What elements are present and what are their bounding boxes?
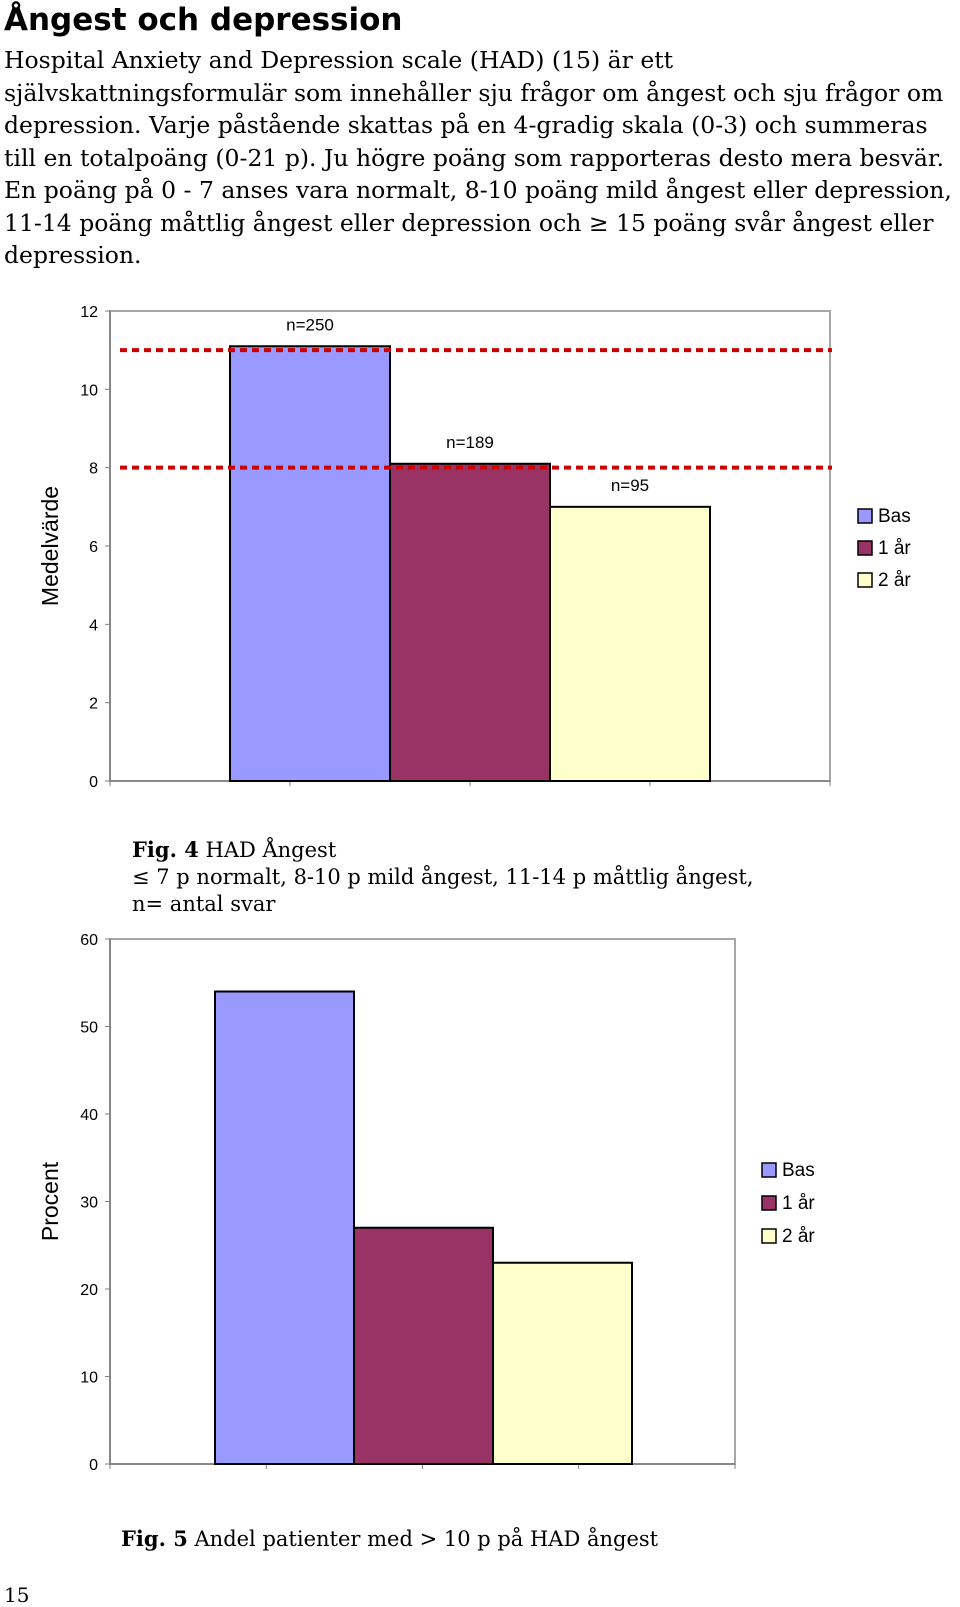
y-tick-label: 30 [80,1195,98,1212]
y-tick-label: 12 [80,304,98,321]
figure-4-caption: Fig. 4 HAD Ångest ≤ 7 p normalt, 8-10 p … [132,836,754,918]
figure-5-label: Fig. 5 [121,1526,188,1551]
data-label: n=250 [286,315,334,334]
legend-label: 1 år [878,538,911,559]
bar-2 [389,462,551,782]
legend-label: 2 år [878,570,911,591]
figure-4-caption-line2: ≤ 7 p normalt, 8-10 p mild ångest, 11-14… [132,865,754,889]
bar-1 [214,990,355,1465]
y-axis-title: Procent [37,1161,63,1241]
y-tick-label: 40 [80,1107,98,1124]
figure-4-title: HAD Ångest [205,838,337,862]
legend-swatch [857,508,873,524]
bar-3 [492,1261,633,1465]
y-tick-label: 0 [89,1457,98,1474]
legend-label: Bas [878,506,911,527]
y-tick-label: 10 [80,1370,98,1387]
figure-5-caption: Fig. 5 Andel patienter med > 10 p på HAD… [121,1525,658,1553]
chart-had-angest-percent: 0 10 20 30 40 50 60 Procent Bas 1 år 2 år [37,932,815,1474]
legend-label: 1 år [782,1193,815,1214]
y-tick-label: 10 [80,382,98,399]
y-tick-label: 4 [89,617,98,634]
legend-swatch [761,1228,777,1244]
legend-swatch [761,1195,777,1211]
legend-swatch [857,572,873,588]
data-label: n=95 [611,476,649,495]
figure-5-title: Andel patienter med > 10 p på HAD ångest [194,1527,659,1551]
legend-label: Bas [782,1160,815,1181]
y-tick-label: 50 [80,1020,98,1037]
chart-had-angest-mean: 0 2 4 6 8 10 12 n=250 n=189 n=95 Medelvärde Bas 1 år… [37,304,911,791]
data-label: n=189 [446,433,494,452]
legend-label: 2 år [782,1226,815,1247]
y-tick-label: 8 [89,461,98,478]
figure-4-label: Fig. 4 [132,837,199,862]
legend-swatch [761,1162,777,1178]
intro-paragraph: Hospital Anxiety and Depression scale (H… [4,46,952,269]
bar-2 [353,1226,494,1465]
y-tick-label: 20 [80,1282,98,1299]
bar-3 [549,505,711,782]
y-tick-label: 60 [80,932,98,949]
page-number: 15 [4,1583,30,1607]
y-axis-title: Medelvärde [37,486,63,606]
legend-swatch [857,540,873,556]
y-tick-label: 6 [89,539,98,556]
figure-4-caption-line3: n= antal svar [132,892,276,916]
y-tick-label: 2 [89,696,98,713]
y-tick-label: 0 [89,774,98,791]
bar-1 [229,345,391,782]
section-heading: Ångest och depression [4,2,403,38]
